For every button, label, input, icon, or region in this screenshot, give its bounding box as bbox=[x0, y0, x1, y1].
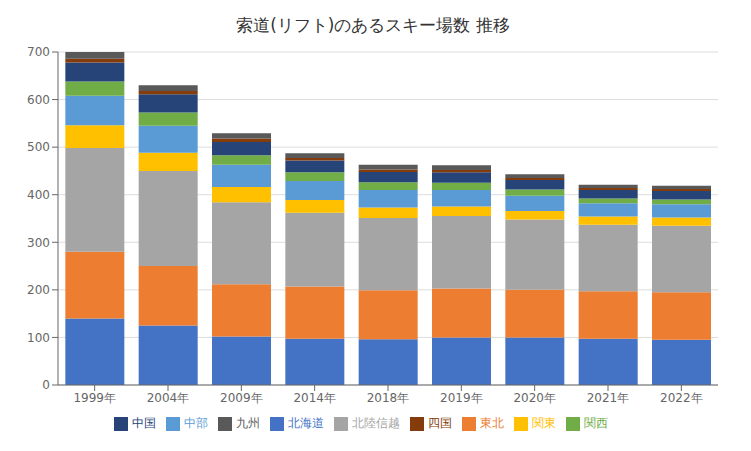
svg-text:1999年: 1999年 bbox=[73, 391, 116, 405]
html-text:北陸信越: 北陸信越 bbox=[351, 416, 400, 430]
svg-text:2020年: 2020年 bbox=[513, 391, 556, 405]
svg-text:500: 500 bbox=[27, 140, 50, 154]
html-text:九州: 九州 bbox=[235, 416, 260, 430]
svg-text:200: 200 bbox=[27, 283, 50, 297]
svg-text:0: 0 bbox=[42, 378, 50, 392]
svg-text:2004年: 2004年 bbox=[147, 391, 190, 405]
svg-text:400: 400 bbox=[27, 188, 50, 202]
html-text:中部: 中部 bbox=[183, 416, 208, 430]
svg-text:300: 300 bbox=[27, 236, 50, 250]
html-text:北海道: 北海道 bbox=[287, 416, 324, 430]
html-text:中国: 中国 bbox=[131, 416, 156, 430]
html-text:東北: 東北 bbox=[479, 416, 504, 430]
html-text:索道(リフト)のあるスキー場数 推移: 索道(リフト)のあるスキー場数 推移 bbox=[236, 15, 510, 35]
html-text:関西: 関西 bbox=[583, 416, 608, 430]
html-text:四国: 四国 bbox=[427, 416, 452, 430]
svg-text:2021年: 2021年 bbox=[587, 391, 630, 405]
svg-text:100: 100 bbox=[27, 331, 50, 345]
svg-text:2018年: 2018年 bbox=[367, 391, 410, 405]
html-text:関東: 関東 bbox=[531, 416, 556, 430]
svg-text:2009年: 2009年 bbox=[220, 391, 263, 405]
svg-text:700: 700 bbox=[27, 45, 50, 59]
svg-text:2014年: 2014年 bbox=[293, 391, 336, 405]
svg-text:600: 600 bbox=[27, 93, 50, 107]
svg-text:2019年: 2019年 bbox=[440, 391, 483, 405]
svg-text:2022年: 2022年 bbox=[660, 391, 703, 405]
